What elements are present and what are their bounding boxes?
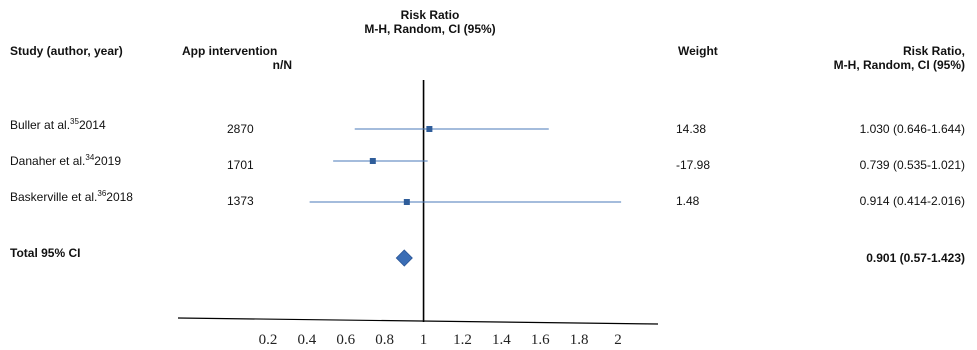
study-risk-ratio: 1.030 (0.646-1.644) — [859, 122, 965, 136]
risk-ratio-title: Risk Ratio M-H, Random, CI (95%) — [330, 8, 530, 36]
study-row-label: Baskerville et al.362018 — [10, 189, 133, 205]
study-year: 2014 — [78, 118, 106, 132]
risk-ratio-column-header-line2: M-H, Random, CI (95%) — [833, 58, 965, 72]
total-label: Total 95% CI — [10, 246, 81, 260]
app-intervention-header: App intervention n/N — [182, 44, 292, 72]
study-year: 2018 — [106, 190, 133, 204]
risk-ratio-title-line1: Risk Ratio — [400, 8, 460, 22]
study-year: 2019 — [94, 154, 121, 168]
x-tick-label: 0.2 — [259, 332, 278, 348]
point-estimate-marker — [426, 126, 433, 132]
x-tick-label: 0.4 — [298, 332, 317, 348]
study-column-header: Study (author, year) — [10, 44, 123, 58]
pooled-estimate-diamond — [395, 249, 413, 267]
study-weight: 14.38 — [676, 122, 707, 136]
x-tick-label: 1.8 — [570, 332, 589, 348]
x-tick-label: 1.6 — [531, 332, 550, 348]
x-axis-line — [177, 317, 659, 325]
study-author: Buller at al. — [10, 118, 71, 132]
risk-ratio-column-header-line1: Risk Ratio, — [902, 44, 965, 58]
study-reference: 34 — [85, 153, 95, 162]
study-reference: 36 — [97, 189, 107, 198]
x-tick-label: 0.8 — [375, 332, 394, 348]
x-tick-label: 0.6 — [336, 332, 355, 348]
study-row-label: Buller at al.352014 — [10, 117, 106, 133]
study-risk-ratio: 0.739 (0.535-1.021) — [859, 158, 965, 172]
risk-ratio-title-line2: M-H, Random, CI (95%) — [364, 22, 496, 36]
x-tick-label: 2 — [614, 332, 622, 348]
total-risk-ratio: 0.901 (0.57-1.423) — [866, 251, 965, 265]
weight-column-header: Weight — [678, 44, 718, 58]
study-weight: -17.98 — [676, 158, 711, 172]
app-intervention-header-line2: n/N — [272, 58, 292, 72]
study-n: 1373 — [227, 194, 254, 208]
point-estimate-marker — [403, 199, 410, 205]
study-reference: 35 — [70, 117, 79, 126]
study-risk-ratio: 0.914 (0.414-2.016) — [859, 194, 965, 208]
x-tick-label: 1.4 — [492, 332, 511, 348]
study-author: Danaher et al. — [10, 154, 86, 168]
study-n: 1701 — [227, 158, 254, 172]
x-tick-label: 1 — [420, 332, 428, 348]
study-author: Baskerville et al. — [10, 190, 98, 204]
app-intervention-header-line1: App intervention — [182, 44, 278, 58]
x-tick-label: 1.2 — [453, 332, 472, 348]
study-weight: 1.48 — [676, 194, 700, 208]
point-estimate-marker — [369, 158, 376, 164]
study-n: 2870 — [227, 122, 254, 136]
risk-ratio-column-header: Risk Ratio, M-H, Random, CI (95%) — [765, 44, 965, 72]
study-row-label: Danaher et al.342019 — [10, 153, 121, 169]
